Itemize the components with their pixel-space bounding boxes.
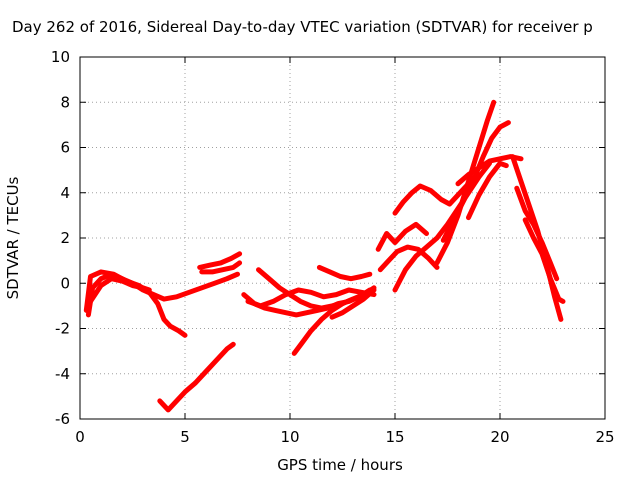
x-tick-label: 15 xyxy=(385,428,404,446)
axis-ticks: 0 5 10 15 20 25 -6 -4 -2 0 2 4 6 8 10 xyxy=(51,48,615,446)
y-tick-label: -2 xyxy=(55,320,70,338)
series-line-arc23 xyxy=(522,217,566,304)
series-line-arc22 xyxy=(514,185,560,282)
x-tick-label: 5 xyxy=(180,428,190,446)
x-tick-label: 25 xyxy=(595,428,614,446)
series-line-arc15 xyxy=(392,181,471,216)
grid xyxy=(80,57,605,419)
series-line-arc20 xyxy=(466,160,509,221)
x-tick-label: 0 xyxy=(75,428,85,446)
y-tick-label: 6 xyxy=(60,139,70,157)
y-tick-label: -4 xyxy=(55,365,70,383)
y-tick-label: 10 xyxy=(51,48,70,66)
series-line-arc14 xyxy=(377,244,440,273)
series-line-arc17 xyxy=(434,99,497,266)
series-group xyxy=(83,99,566,413)
series-line-arc8 xyxy=(245,287,377,309)
x-tick-label: 10 xyxy=(280,428,299,446)
series-line-arc5 xyxy=(197,251,243,270)
series-line-arc6 xyxy=(199,260,243,275)
x-tick-label: 20 xyxy=(490,428,509,446)
y-tick-label: 2 xyxy=(60,229,70,247)
series-line-arc3 xyxy=(88,276,152,304)
series-line-arc12 xyxy=(329,287,377,320)
series-line-arc13 xyxy=(375,221,429,252)
y-tick-label: 0 xyxy=(60,274,70,292)
y-tick-label: 8 xyxy=(60,93,70,111)
plot-frame xyxy=(79,56,606,420)
y-tick-label: 4 xyxy=(60,184,70,202)
y-tick-label: -6 xyxy=(55,410,70,428)
series-line-arc11 xyxy=(316,264,373,282)
x-axis-label: GPS time / hours xyxy=(277,456,403,474)
series-line-arc10 xyxy=(291,294,364,356)
series-line-arc4 xyxy=(157,341,236,413)
y-axis-label: SDTVAR / TECUs xyxy=(4,176,22,299)
chart-title: Day 262 of 2016, Sidereal Day-to-day VTE… xyxy=(12,18,593,36)
